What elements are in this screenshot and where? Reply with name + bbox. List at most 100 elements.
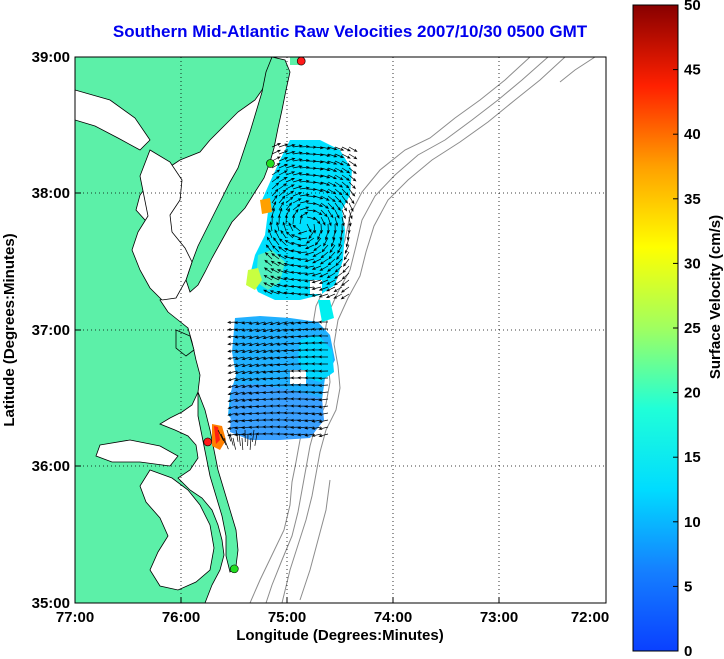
velocity-vector [327, 174, 337, 180]
velocity-vector [297, 433, 308, 437]
velocity-vector [334, 209, 340, 219]
velocity-vector [277, 254, 287, 260]
velocity-vector [271, 245, 280, 253]
velocity-vector [264, 252, 273, 260]
colorbar-tick-label: 0 [684, 643, 692, 659]
velocity-vector [299, 214, 303, 225]
velocity-vector [283, 342, 294, 346]
velocity-vector [263, 282, 273, 288]
velocity-vector [271, 156, 281, 162]
velocity-vector [341, 160, 351, 166]
velocity-vector [255, 377, 266, 381]
velocity-vector [262, 335, 273, 340]
velocity-vector [334, 167, 344, 173]
velocity-vector [327, 258, 336, 266]
velocity-vector [285, 184, 295, 190]
velocity-vector [342, 265, 350, 274]
velocity-vector [348, 174, 357, 182]
velocity-vector [318, 384, 329, 387]
velocity-vector [269, 356, 280, 360]
velocity-vector [276, 290, 287, 295]
velocity-vector [277, 246, 287, 253]
x-tick-label: 74:00 [374, 609, 412, 626]
velocity-vector [262, 321, 273, 326]
velocity-vector [271, 143, 282, 148]
colorbar-tick-label: 50 [684, 0, 701, 14]
velocity-vector [284, 214, 288, 225]
velocity-vector [241, 405, 252, 409]
velocity-patch-orange-north [260, 198, 272, 214]
velocity-vector [341, 174, 350, 181]
station-marker-duck [203, 437, 213, 447]
velocity-vector [327, 188, 337, 195]
station-marker-north [296, 57, 306, 66]
velocity-vector [290, 321, 301, 325]
velocity-vector [311, 426, 322, 430]
velocity-vector [297, 237, 308, 241]
velocity-vector [283, 432, 294, 436]
velocity-vector [299, 193, 310, 197]
velocity-vector [248, 335, 259, 340]
velocity-vector [255, 363, 266, 368]
velocity-vector [331, 237, 336, 248]
velocity-vector [271, 149, 281, 155]
velocity-vector [271, 252, 280, 260]
velocity-vector [292, 158, 303, 162]
velocity-vector [255, 321, 266, 325]
velocity-vector [285, 196, 294, 204]
velocity-vector [320, 195, 330, 201]
colorbar-tick-label: 40 [684, 126, 701, 143]
velocity-vector [283, 255, 294, 260]
colorbar-tick-label: 45 [684, 62, 701, 79]
velocity-vector [304, 397, 315, 401]
station-marker-hatteras [230, 564, 239, 574]
velocity-vector [318, 341, 329, 345]
colorbar-tick-label: 30 [684, 255, 701, 272]
x-tick-label: 72:00 [571, 609, 609, 626]
velocity-vector [271, 163, 281, 169]
velocity-vector [311, 405, 322, 409]
velocity-vector [234, 377, 245, 382]
velocity-vector [320, 251, 329, 259]
velocity-vector [248, 328, 259, 332]
velocity-vector [320, 160, 331, 164]
velocity-vectors [217, 143, 358, 450]
colorbar-tick-label: 35 [684, 191, 701, 208]
station-marker-delmarva [266, 159, 275, 168]
velocity-vector [332, 230, 336, 241]
velocity-vector [304, 244, 315, 250]
velocity-vector [248, 384, 259, 388]
velocity-vector [234, 363, 245, 368]
velocity-vector [341, 202, 348, 212]
velocity-vector [229, 433, 234, 446]
velocity-vector [278, 189, 287, 197]
velocity-vector [262, 363, 273, 367]
velocity-vector [278, 238, 287, 246]
velocity-vector [227, 342, 238, 346]
velocity-vector [263, 274, 273, 281]
velocity-vector [312, 258, 322, 264]
velocity-vector [254, 433, 258, 446]
velocity-vector [337, 244, 343, 254]
velocity-vector [290, 234, 301, 239]
velocity-vector [326, 279, 336, 285]
colorbar-tick-label: 15 [684, 449, 701, 466]
velocity-vector [313, 181, 324, 185]
velocity-vector [326, 286, 336, 292]
velocity-vector [278, 195, 286, 204]
velocity-vector [318, 286, 329, 291]
velocity-vector [311, 272, 322, 277]
velocity-vector [217, 429, 224, 441]
velocity-vector [271, 175, 280, 183]
velocity-vector [318, 355, 329, 359]
velocity-vector [269, 335, 280, 340]
velocity-vector [227, 356, 238, 360]
velocity-vector [227, 328, 238, 332]
velocity-vector [290, 425, 301, 429]
velocity-vector [292, 172, 303, 176]
velocity-vector [313, 174, 324, 178]
velocity-vector [333, 279, 343, 286]
velocity-vector [297, 292, 308, 296]
velocity-vector [271, 182, 280, 190]
velocity-vector [290, 433, 301, 437]
